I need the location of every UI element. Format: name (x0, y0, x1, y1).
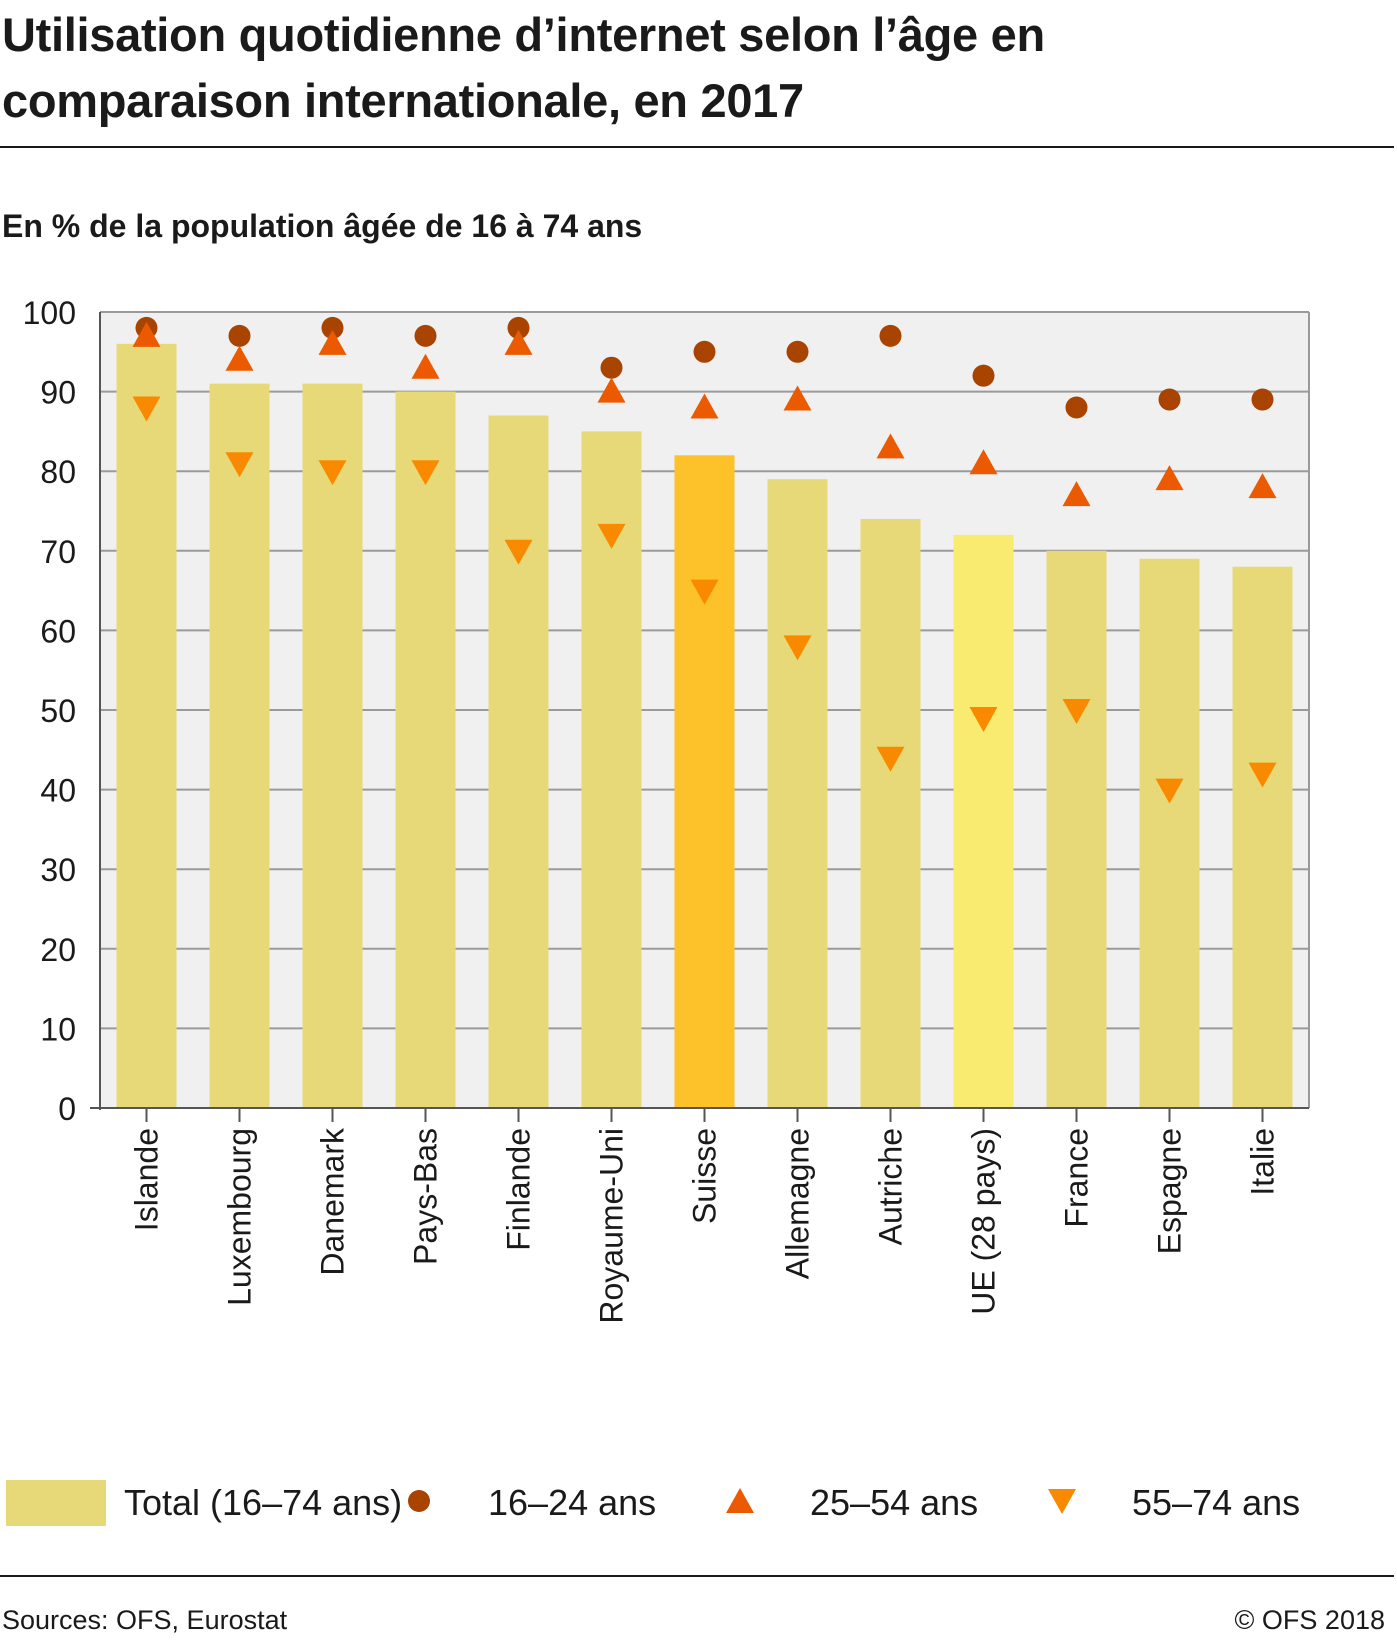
point-55-74 (690, 579, 719, 605)
point-16-24 (693, 340, 716, 363)
chart-legend: Total (16–74 ans) 16–24 ans 25–54 ans 55… (0, 1470, 1397, 1540)
point-16-24 (972, 364, 995, 387)
x-tick-label: Italie (1245, 1128, 1281, 1196)
point-16-24 (1158, 388, 1181, 411)
y-tick-label: 70 (40, 534, 76, 570)
point-25-54 (318, 329, 347, 355)
footer-divider (0, 1575, 1394, 1577)
point-16-24 (786, 340, 809, 363)
point-55-74 (969, 706, 998, 732)
point-25-54 (504, 329, 533, 355)
y-tick-label: 40 (40, 773, 76, 809)
legend-triangle-down-icon (1048, 1489, 1076, 1514)
chart-title-line-2: comparaison internationale, en 2017 (2, 74, 804, 127)
point-16-24 (600, 356, 623, 379)
x-tick-label: Islande (129, 1128, 165, 1231)
point-55-74 (504, 539, 533, 565)
bar (488, 415, 549, 1109)
point-25-54 (597, 377, 626, 403)
chart-subtitle: En % de la population âgée de 16 à 74 an… (2, 208, 643, 244)
chart-plot: 0 10 20 30 40 50 60 70 80 90 100 Islande Luxembourg D… (23, 295, 1310, 1324)
point-55-74 (876, 746, 905, 772)
point-25-54 (783, 385, 812, 411)
y-tick-label: 50 (40, 693, 76, 729)
point-25-54 (969, 449, 998, 475)
y-tick-label: 60 (40, 613, 76, 649)
x-tick-label: France (1059, 1128, 1095, 1228)
x-tick-label: Finlande (501, 1128, 537, 1251)
point-55-74 (1248, 762, 1277, 788)
point-16-24 (507, 316, 530, 339)
point-25-54 (690, 393, 719, 419)
y-tick-label: 100 (23, 295, 76, 331)
point-16-24 (414, 324, 437, 347)
point-55-74 (132, 396, 161, 422)
point-55-74 (225, 452, 254, 478)
bar (674, 455, 735, 1108)
point-16-24 (321, 316, 344, 339)
bar (953, 534, 1014, 1108)
point-55-74 (783, 635, 812, 661)
point-55-74 (1062, 699, 1091, 724)
legend-triangle-up-icon (726, 1488, 754, 1513)
legend-label-25-54: 25–54 ans (810, 1482, 979, 1523)
point-55-74 (597, 523, 626, 549)
title-divider (0, 146, 1394, 148)
x-tick-label: Danemark (315, 1127, 351, 1276)
point-16-24 (1065, 396, 1088, 419)
point-25-54 (876, 433, 905, 459)
bar (860, 518, 921, 1108)
x-tick-label: Espagne (1152, 1128, 1188, 1254)
legend-label-16-24: 16–24 ans (488, 1482, 657, 1523)
y-tick-label: 10 (40, 1011, 76, 1047)
legend-label-55-74: 55–74 ans (1132, 1482, 1301, 1523)
bar (395, 391, 456, 1109)
bar (302, 383, 363, 1108)
y-tick-label: 30 (40, 852, 76, 888)
point-25-54 (1155, 465, 1184, 491)
chart-title-line-1: Utilisation quotidienne d’internet selon… (2, 8, 1045, 61)
x-tick-label: UE (28 pays) (966, 1128, 1002, 1315)
x-tick-label: Royaume-Uni (594, 1128, 630, 1324)
point-25-54 (1062, 481, 1091, 507)
bar (1139, 558, 1200, 1108)
point-55-74 (411, 460, 440, 486)
point-25-54 (411, 353, 440, 379)
point-25-54 (225, 345, 254, 371)
legend-swatch-total (6, 1480, 106, 1526)
y-tick-label: 90 (40, 375, 76, 411)
x-tick-label: Luxembourg (222, 1128, 258, 1306)
legend-label-total: Total (16–74 ans) (124, 1482, 403, 1523)
point-16-24 (228, 324, 251, 347)
point-55-74 (318, 460, 347, 486)
point-25-54 (1248, 473, 1277, 499)
point-16-24 (1251, 388, 1274, 411)
bar (209, 383, 270, 1108)
x-tick-label: Allemagne (780, 1128, 816, 1279)
y-tick-label: 80 (40, 454, 76, 490)
point-16-24 (879, 324, 902, 347)
y-tick-label: 0 (58, 1091, 76, 1127)
y-tick-label: 20 (40, 932, 76, 968)
bar (1046, 550, 1107, 1108)
bar (767, 479, 828, 1108)
legend-circle-icon (408, 1490, 430, 1512)
chart-title: Utilisation quotidienne d’internet selon… (2, 2, 1382, 134)
x-tick-label: Autriche (873, 1128, 909, 1245)
footer-copyright: © OFS 2018 (1234, 1605, 1385, 1635)
footer-sources: Sources: OFS, Eurostat (2, 1605, 288, 1635)
x-tick-label: Pays-Bas (408, 1128, 444, 1265)
point-25-54 (132, 321, 161, 347)
point-55-74 (1155, 778, 1184, 804)
bar (1232, 566, 1293, 1108)
x-tick-label: Suisse (687, 1128, 723, 1224)
bar (116, 343, 177, 1109)
